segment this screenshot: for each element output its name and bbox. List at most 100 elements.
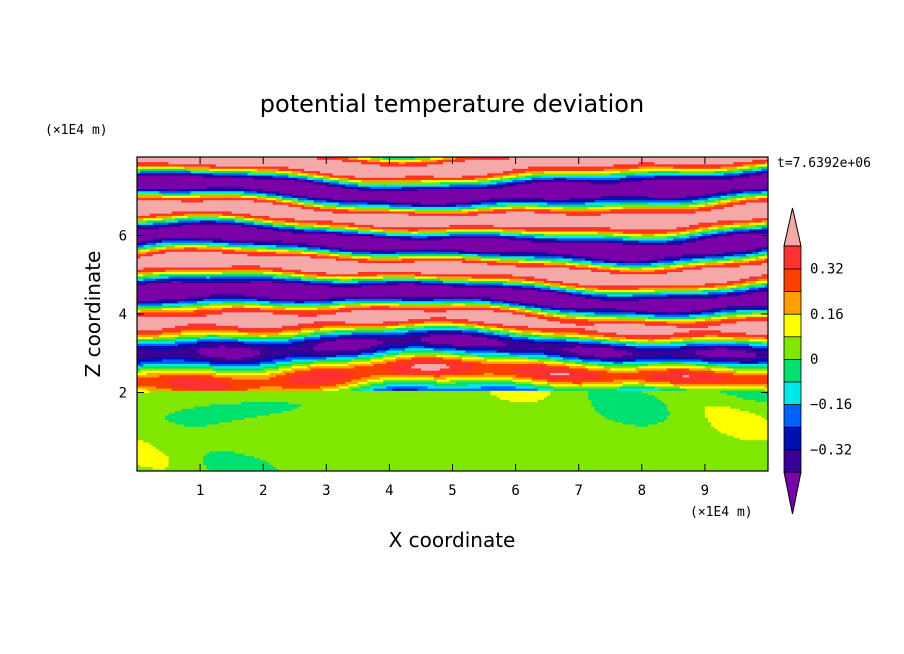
contour-cell <box>266 197 277 201</box>
contour-cell <box>253 242 290 246</box>
contour-cell <box>143 439 768 443</box>
contour-cell <box>550 284 561 288</box>
contour-cell <box>288 275 302 279</box>
contour-field <box>137 157 768 471</box>
contour-cell <box>515 235 536 239</box>
contour-cell <box>597 296 649 299</box>
contour-cell <box>269 215 768 219</box>
contour-cell <box>739 168 753 172</box>
contour-cell <box>269 296 331 299</box>
contour-cell <box>569 372 599 376</box>
contour-cell <box>745 284 756 288</box>
contour-cell <box>543 262 567 266</box>
contour-cell <box>231 222 245 225</box>
contour-cell <box>657 421 712 425</box>
contour-cell <box>736 340 763 344</box>
contour-cell <box>370 157 384 160</box>
contour-cell <box>711 208 768 212</box>
contour-cell <box>521 282 536 286</box>
contour-cell <box>165 219 179 223</box>
contour-cell <box>588 390 643 394</box>
contour-cell <box>736 201 747 205</box>
contour-cell <box>613 233 643 237</box>
contour-cell <box>392 363 416 367</box>
contour-cell <box>657 163 731 167</box>
contour-cell <box>376 273 416 277</box>
contour-cell <box>679 197 700 201</box>
contour-cell <box>695 363 719 367</box>
contour-cell <box>670 370 690 373</box>
contour-cell <box>291 336 305 340</box>
contour-cell <box>137 284 331 288</box>
contour-cell <box>137 174 204 178</box>
contour-cell <box>373 363 394 367</box>
contour-cell <box>502 302 510 306</box>
contour-cell <box>749 275 763 279</box>
contour-cell <box>698 260 719 264</box>
contour-cell <box>695 340 738 344</box>
contour-cell <box>726 168 741 172</box>
contour-cell <box>424 343 454 346</box>
contour-cell <box>537 388 555 391</box>
contour-cell <box>383 356 397 360</box>
contour-cell <box>282 385 321 389</box>
contour-cell <box>443 161 640 165</box>
contour-cell <box>140 168 189 172</box>
contour-cell <box>531 307 542 311</box>
contour-cell <box>613 345 637 349</box>
contour-cell <box>149 280 173 284</box>
contour-cell <box>543 282 551 286</box>
contour-cell <box>471 275 520 279</box>
contour-cell <box>234 219 245 223</box>
contour-cell <box>269 190 280 194</box>
contour-cell <box>499 336 514 340</box>
contour-cell <box>461 208 479 212</box>
contour-cell <box>512 336 529 340</box>
contour-cell <box>635 356 700 360</box>
contour-cell <box>395 327 416 331</box>
colorbar-swatch <box>783 381 802 406</box>
contour-cell <box>704 405 731 409</box>
contour-cell <box>704 365 728 369</box>
contour-cell <box>209 242 230 246</box>
contour-cell <box>509 237 529 241</box>
contour-cell <box>137 367 141 371</box>
contour-cell <box>490 179 504 183</box>
contour-cell <box>622 354 659 358</box>
contour-cell <box>591 338 608 342</box>
contour-cell <box>398 253 463 257</box>
contour-cell <box>357 157 372 160</box>
contour-cell <box>496 349 548 353</box>
contour-cell <box>379 376 435 380</box>
contour-cell <box>547 379 614 382</box>
contour-cell <box>512 170 526 174</box>
contour-cell <box>212 358 255 362</box>
contour-cell <box>755 280 768 284</box>
contour-cell <box>518 354 548 358</box>
contour-cell <box>174 336 201 340</box>
contour-cell <box>316 222 340 225</box>
contour-cell <box>301 325 324 329</box>
contour-cell <box>200 347 252 351</box>
contour-cell <box>209 403 302 407</box>
contour-cell <box>137 435 734 438</box>
contour-cell <box>379 163 428 167</box>
contour-cell <box>758 287 768 290</box>
contour-cell <box>465 322 479 326</box>
contour-cell <box>411 365 450 369</box>
contour-cell <box>304 273 318 277</box>
contour-cell <box>484 307 501 311</box>
contour-cell <box>648 316 697 320</box>
contour-cell <box>348 363 375 367</box>
contour-cell <box>335 354 359 358</box>
contour-cell <box>452 343 507 346</box>
contour-cell <box>137 437 741 441</box>
contour-cell <box>338 222 356 225</box>
y-axis-label: Z coordinate <box>81 251 105 378</box>
contour-cell <box>550 383 580 387</box>
contour-cell <box>569 266 586 270</box>
contour-cell <box>155 246 166 250</box>
contour-cell <box>266 199 277 203</box>
contour-cell <box>367 159 381 163</box>
contour-cell <box>556 358 570 362</box>
